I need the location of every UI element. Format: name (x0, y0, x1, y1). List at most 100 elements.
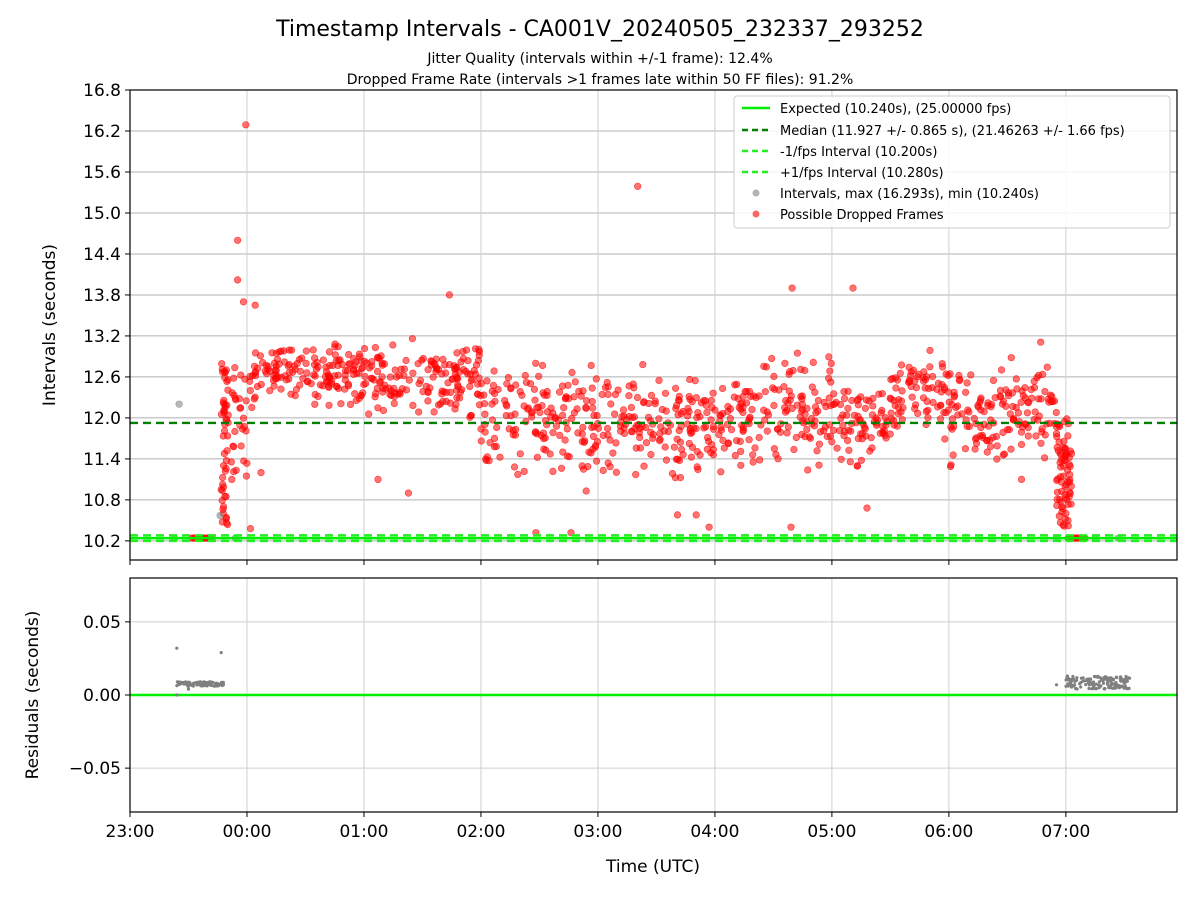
dropped-frame-point (319, 382, 327, 390)
dropped-frame-point (470, 366, 478, 375)
dropped-frame-point (1024, 432, 1032, 440)
residual-point (1109, 686, 1113, 690)
dropped-frame-point (846, 458, 854, 466)
dropped-frame-point (505, 425, 513, 433)
dropped-frame-point (780, 383, 788, 391)
dropped-frame-point (946, 370, 954, 378)
dropped-frame-point (790, 445, 798, 454)
dropped-frame-point (731, 451, 739, 460)
dropped-frame-point (480, 391, 488, 399)
dropped-frame-point (483, 377, 491, 385)
dropped-frame-point (559, 448, 567, 456)
dropped-frame-point (821, 423, 829, 431)
dropped-frame-point (552, 422, 561, 430)
dropped-frame-point (1037, 395, 1045, 403)
dropped-frame-point (1064, 432, 1072, 440)
dropped-frame-point (837, 455, 845, 463)
dropped-frame-point (273, 355, 282, 363)
dropped-frame-point (603, 424, 612, 433)
residual-point (186, 680, 190, 685)
dropped-frame-point (520, 467, 528, 476)
dropped-frame-point (755, 433, 763, 442)
dropped-frame-point (564, 381, 572, 389)
dropped-frame-point (277, 385, 285, 393)
dropped-frame-point (896, 369, 904, 377)
dropped-frame-point (840, 395, 849, 403)
dropped-frame-point (291, 392, 299, 400)
dropped-frame-point (798, 400, 806, 408)
dropped-frame-point (319, 356, 327, 364)
dropped-frame-point (997, 366, 1006, 374)
dropped-frame-point (314, 363, 322, 371)
residual-point (1103, 675, 1108, 679)
dropped-frame-point (342, 366, 350, 375)
dropped-frame-point (655, 415, 663, 423)
dropped-frame-point (1053, 433, 1061, 441)
chart-subtitle-dropped: Dropped Frame Rate (intervals >1 frames … (347, 72, 854, 88)
dropped-frame-point (1004, 392, 1013, 400)
dropped-frame-point (730, 393, 738, 401)
dropped-frame-point (826, 367, 834, 375)
dropped-frame-point (368, 362, 376, 370)
dropped-frame-point (1060, 456, 1068, 464)
dropped-frame-point (604, 383, 612, 391)
dropped-frame-point (915, 370, 923, 379)
legend-swatch-dropped (752, 210, 760, 218)
dropped-frame-point (535, 372, 543, 380)
x-tick-label: 04:00 (690, 822, 739, 842)
dropped-frame-point (1000, 450, 1009, 458)
dropped-frame-point (619, 406, 628, 414)
dropped-frame-point (993, 455, 1001, 463)
dropped-frame-point (847, 427, 855, 435)
dropped-frame-point (552, 414, 560, 422)
dropped-frame-point (993, 442, 1001, 450)
x-tick-label: 05:00 (807, 822, 856, 842)
dropped-frame-point (924, 414, 932, 422)
dropped-frame-point (989, 433, 997, 441)
dropped-frame-point (250, 362, 259, 370)
dropped-frame-point (457, 358, 465, 366)
dropped-frame-point (459, 347, 467, 356)
dropped-frame-point (726, 414, 735, 423)
dropped-frame-point (329, 361, 337, 370)
dropped-frame-point (718, 384, 727, 393)
dropped-frame-point (897, 408, 905, 416)
dropped-frame-point (489, 381, 498, 390)
dropped-frame-point (1037, 338, 1045, 346)
residual-point (1109, 676, 1113, 680)
dropped-frame-point (481, 410, 489, 418)
dropped-frame-point (538, 361, 547, 370)
intervals-y-axis-label: Intervals (seconds) (40, 244, 60, 406)
residual-point (1071, 674, 1075, 679)
dropped-frame-point (581, 437, 589, 445)
dropped-frame-point (540, 445, 548, 453)
dropped-frame-point (504, 374, 513, 382)
dropped-frame-point (351, 390, 359, 398)
dropped-frame-point (692, 511, 700, 519)
dropped-frame-point (250, 395, 258, 403)
dropped-frame-point (400, 372, 408, 380)
dropped-frame-point (609, 449, 617, 457)
dropped-frame-point (1043, 363, 1051, 371)
residual-point (1068, 678, 1072, 682)
dropped-frame-point (530, 385, 539, 393)
dropped-frame-point (510, 463, 519, 471)
dropped-frame-point (908, 393, 916, 401)
dropped-frame-point (532, 359, 540, 367)
dropped-frame-point (445, 291, 454, 299)
residual-point (181, 680, 185, 685)
dropped-frame-point (379, 384, 387, 392)
dropped-frame-point (644, 413, 653, 422)
dropped-frame-point (547, 404, 555, 412)
dropped-frame-point (922, 407, 930, 416)
dropped-frame-point (222, 493, 230, 501)
dropped-frame-point (977, 423, 985, 432)
dropped-frame-point (636, 433, 644, 442)
dropped-frame-point (630, 413, 639, 421)
dropped-frame-point (240, 457, 248, 465)
dropped-frame-point (686, 395, 694, 403)
dropped-frame-point (251, 301, 259, 309)
dropped-frame-point (670, 443, 679, 451)
residual-point (175, 684, 179, 688)
dropped-frame-point (849, 284, 857, 292)
